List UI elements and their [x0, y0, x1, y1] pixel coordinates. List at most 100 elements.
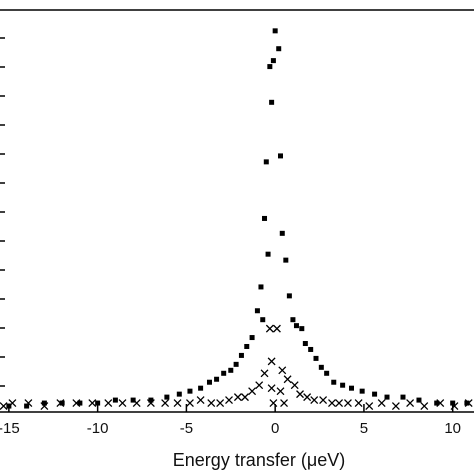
cross-point	[118, 399, 127, 408]
cross-point	[391, 402, 400, 411]
square-point	[308, 346, 314, 352]
cross-point	[233, 393, 242, 402]
square-point	[349, 385, 355, 391]
cross-point	[303, 393, 312, 402]
square-point	[372, 391, 378, 397]
cross-point	[464, 399, 473, 408]
square-point	[95, 400, 101, 406]
square-point	[24, 403, 30, 409]
square-point	[384, 394, 390, 400]
cross-point	[216, 399, 225, 408]
cross-point	[265, 324, 274, 333]
cross-point	[406, 399, 415, 408]
square-point	[176, 391, 182, 397]
square-point	[77, 400, 83, 406]
cross-point	[450, 402, 459, 411]
square-point	[324, 370, 330, 376]
square-point	[148, 397, 154, 403]
cross-point	[365, 402, 374, 411]
square-point	[263, 159, 269, 165]
square-point	[464, 400, 470, 406]
cross-point	[280, 399, 289, 408]
cross-point	[24, 399, 33, 408]
cross-point	[248, 387, 257, 396]
square-point	[270, 58, 276, 64]
square-point	[359, 388, 365, 394]
cross-point	[267, 384, 276, 393]
square-point	[41, 400, 47, 406]
square-point	[279, 230, 285, 236]
cross-point	[269, 399, 278, 408]
data-points	[0, 28, 473, 411]
square-point	[260, 317, 266, 323]
cross-point	[276, 387, 285, 396]
square-point	[313, 355, 319, 361]
x-tick-label: -5	[180, 420, 193, 437]
cross-point	[255, 381, 264, 390]
square-point	[290, 317, 296, 323]
cross-point	[72, 399, 81, 408]
square-point	[249, 335, 255, 341]
cross-point	[241, 393, 249, 402]
square-point	[450, 400, 456, 406]
square-point	[276, 46, 282, 52]
square-point	[206, 379, 212, 385]
x-axis-ticks: -15 -10 -5 0 5 10	[0, 404, 461, 437]
square-point	[269, 99, 275, 105]
cross-point	[296, 390, 304, 399]
square-point	[198, 385, 204, 391]
cross-point	[196, 396, 205, 405]
cross-point	[335, 399, 344, 408]
square-point	[267, 64, 273, 70]
square-point	[340, 382, 346, 388]
cross-point	[260, 369, 269, 378]
cross-point	[207, 399, 216, 408]
square-point	[265, 251, 271, 257]
square-point	[272, 28, 278, 34]
square-point	[299, 326, 305, 332]
square-point	[59, 400, 65, 406]
cross-point	[278, 366, 287, 375]
square-point	[400, 394, 406, 400]
square-point	[302, 341, 308, 347]
square-point	[228, 367, 234, 373]
square-point	[277, 153, 283, 159]
x-axis-label: Energy transfer (μeV)	[173, 450, 345, 470]
cross-point	[436, 399, 445, 408]
cross-point	[267, 357, 276, 366]
square-point	[258, 284, 264, 290]
square-point	[434, 400, 440, 406]
square-point	[221, 370, 227, 376]
square-point	[318, 364, 324, 370]
square-point	[214, 376, 220, 382]
cross-point	[319, 396, 328, 405]
cross-point	[132, 399, 141, 408]
cross-point	[354, 399, 363, 408]
square-point	[238, 352, 244, 358]
square-point	[112, 397, 118, 403]
square-point	[187, 388, 193, 394]
cross-point	[420, 402, 429, 411]
x-tick-label: 0	[271, 420, 279, 437]
x-tick-label: -10	[87, 420, 109, 437]
cross-point	[283, 375, 292, 384]
square-point	[286, 293, 292, 299]
cross-point	[272, 324, 281, 333]
square-point	[244, 343, 250, 349]
cross-point	[173, 399, 182, 408]
cross-point	[40, 402, 49, 411]
square-point	[254, 308, 260, 314]
cross-point	[377, 399, 386, 408]
square-point	[233, 361, 239, 367]
cross-point	[343, 399, 352, 408]
cross-point	[8, 399, 17, 408]
cross-point	[328, 399, 336, 408]
cross-point	[104, 399, 113, 408]
cross-point	[56, 399, 65, 408]
square-point	[164, 394, 170, 400]
square-point	[293, 323, 299, 329]
x-tick-label: 5	[360, 420, 368, 437]
cross-point	[290, 381, 299, 390]
cross-point	[225, 396, 233, 405]
